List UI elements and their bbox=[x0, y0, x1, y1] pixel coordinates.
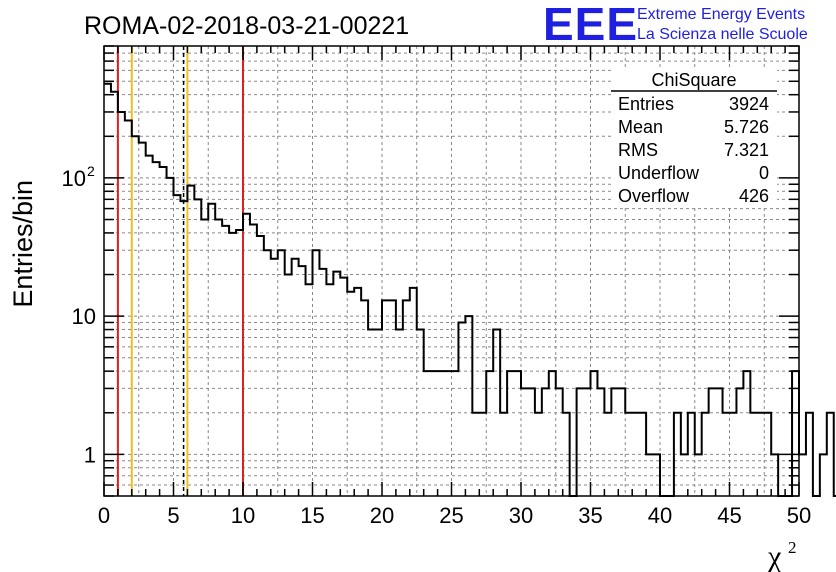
y-tick-label: 10 bbox=[72, 304, 96, 329]
chart-title: ROMA-02-2018-03-21-00221 bbox=[84, 12, 409, 40]
stats-box-bg bbox=[611, 67, 777, 206]
stats-value-entries: 3924 bbox=[729, 94, 769, 114]
stats-label-mean: Mean bbox=[618, 117, 663, 137]
stats-label-entries: Entries bbox=[618, 94, 674, 114]
x-tick-label: 40 bbox=[648, 503, 672, 528]
x-tick-label: 15 bbox=[300, 503, 324, 528]
stats-title: ChiSquare bbox=[651, 70, 736, 90]
x-tick-label: 5 bbox=[167, 503, 179, 528]
stats-box: ChiSquare Entries 3924 Mean 5.726 RMS 7.… bbox=[611, 67, 777, 206]
logo-line1: Extreme Energy Events bbox=[637, 6, 805, 23]
stats-label-rms: RMS bbox=[618, 140, 658, 160]
eee-logo: EEE Extreme Energy Events La Scienza nel… bbox=[543, 0, 808, 50]
logo-line2: La Scienza nelle Scuole bbox=[637, 26, 808, 43]
x-axis-label: χ bbox=[767, 540, 782, 572]
stats-value-overflow: 426 bbox=[739, 186, 769, 206]
y-tick-label: 10 bbox=[62, 166, 86, 191]
stats-value-mean: 5.726 bbox=[724, 117, 769, 137]
logo-mark: EEE bbox=[543, 0, 638, 50]
stats-label-overflow: Overflow bbox=[618, 186, 690, 206]
y-tick-label: 1 bbox=[84, 442, 96, 467]
x-tick-label: 0 bbox=[98, 503, 110, 528]
x-tick-label: 10 bbox=[231, 503, 255, 528]
x-tick-label: 30 bbox=[509, 503, 533, 528]
x-tick-label: 20 bbox=[370, 503, 394, 528]
stats-value-rms: 7.321 bbox=[724, 140, 769, 160]
axes bbox=[103, 45, 800, 497]
x-tick-label: 35 bbox=[578, 503, 602, 528]
y-tick-label-exponent: 2 bbox=[87, 163, 95, 179]
x-axis-label-exponent: 2 bbox=[788, 538, 797, 557]
stats-value-underflow: 0 bbox=[759, 163, 769, 183]
x-tick-label: 50 bbox=[787, 503, 811, 528]
reference-lines bbox=[116, 46, 244, 496]
y-axis-label: Entries/bin bbox=[8, 180, 38, 308]
x-tick-label: 45 bbox=[717, 503, 741, 528]
stats-label-underflow: Underflow bbox=[618, 163, 700, 183]
grid bbox=[104, 46, 799, 496]
x-tick-label: 25 bbox=[439, 503, 463, 528]
